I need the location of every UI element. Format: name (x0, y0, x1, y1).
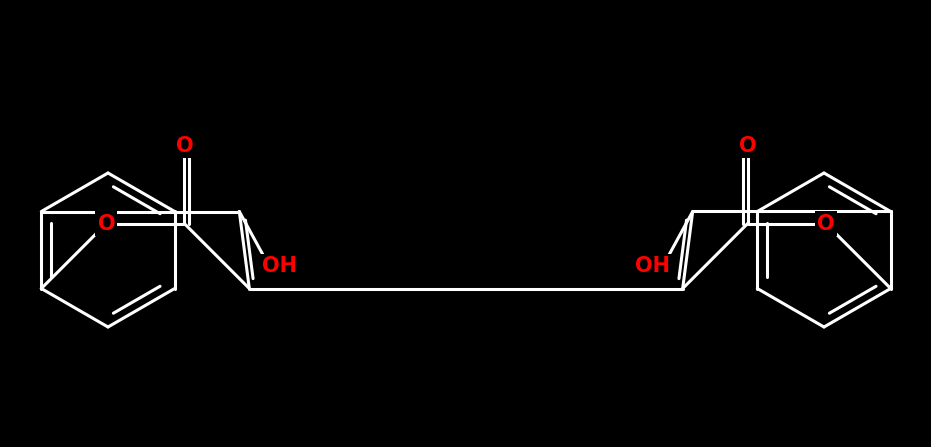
Text: O: O (98, 214, 115, 233)
Text: O: O (816, 214, 834, 233)
Text: O: O (739, 135, 757, 156)
Text: OH: OH (262, 257, 297, 277)
Text: O: O (176, 135, 193, 156)
Text: OH: OH (635, 257, 670, 277)
